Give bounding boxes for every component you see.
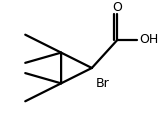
Text: Br: Br — [96, 77, 109, 90]
Text: O: O — [112, 1, 122, 14]
Text: OH: OH — [139, 33, 158, 46]
